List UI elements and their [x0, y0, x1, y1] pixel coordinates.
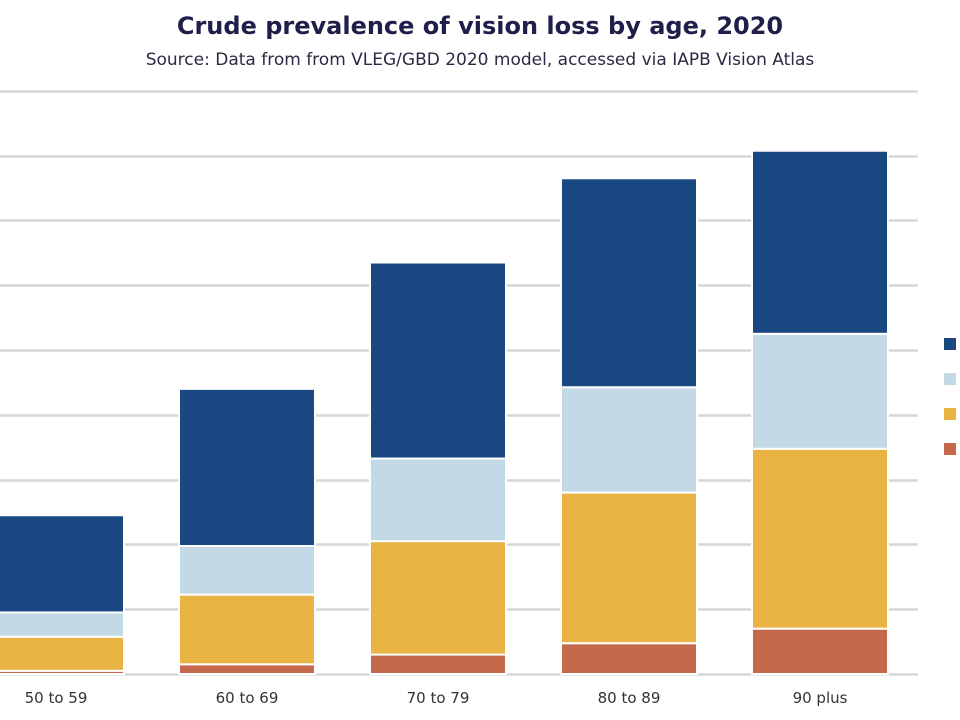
- legend: [944, 338, 956, 455]
- x-tick-label: 80 to 89: [598, 689, 661, 707]
- bar-segment-4: [369, 261, 507, 460]
- legend-swatch: [944, 338, 956, 350]
- bar-segment-4: [560, 177, 698, 389]
- legend-swatch: [944, 408, 956, 420]
- bar-segment-1: [369, 653, 507, 675]
- bar-segment-3: [369, 457, 507, 543]
- bar-segment-3: [751, 332, 889, 450]
- bar-segment-2: [751, 447, 889, 630]
- chart-title: Crude prevalence of vision loss by age, …: [176, 12, 784, 40]
- bar-segment-4: [178, 387, 316, 548]
- bar-segment-3: [560, 386, 698, 494]
- bars: [0, 149, 889, 676]
- x-tick-label: 50 to 59: [25, 689, 88, 707]
- bar-segment-2: [0, 635, 125, 672]
- x-tick-label: 70 to 79: [407, 689, 470, 707]
- bar-segment-2: [560, 491, 698, 645]
- legend-swatch: [944, 443, 956, 455]
- bar-segment-4: [0, 514, 125, 614]
- bar-segment-3: [0, 611, 125, 638]
- x-axis-labels: 50 to 59 60 to 69 70 to 79 80 to 89 90 plus: [25, 689, 848, 707]
- legend-swatch: [944, 373, 956, 385]
- x-tick-label: 60 to 69: [216, 689, 279, 707]
- chart-subtitle: Source: Data from from VLEG/GBD 2020 mod…: [145, 50, 815, 70]
- bar-segment-1: [178, 663, 316, 676]
- bar-segment-4: [751, 149, 889, 335]
- bar-segment-2: [369, 540, 507, 656]
- bar-segment-1: [751, 627, 889, 676]
- bar-segment-1: [560, 642, 698, 675]
- bar-segment-3: [178, 545, 316, 596]
- x-tick-label: 90 plus: [793, 689, 848, 707]
- bar-segment-2: [178, 593, 316, 666]
